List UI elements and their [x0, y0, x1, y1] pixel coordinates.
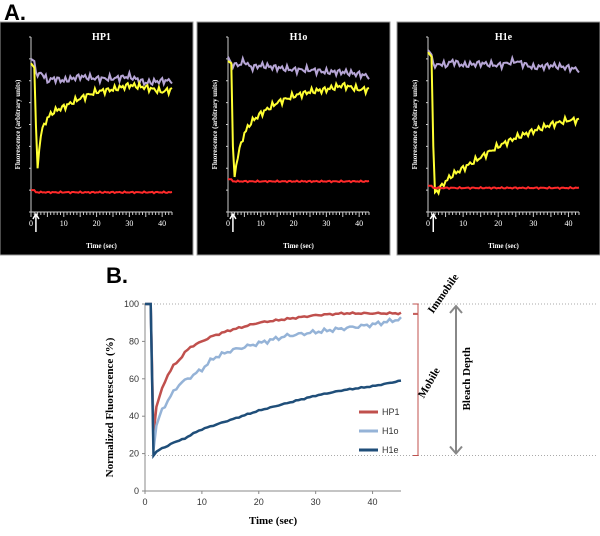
series-line-h1e: [145, 302, 402, 460]
panel-a-chart-h1o: H1o 0 10 20 30 40 Time (sec) Fluorescence (arbi…: [196, 21, 391, 256]
panel-label-a: A.: [4, 0, 26, 25]
series-line-2: [228, 178, 370, 184]
y-tick-label: 80: [129, 336, 139, 346]
y-tick-label: 40: [129, 411, 139, 421]
x-tick-label: 30: [529, 219, 537, 228]
x-tick-label: 20: [290, 219, 298, 228]
x-tick-label: 40: [368, 497, 378, 507]
series-line-1: [427, 51, 580, 196]
chart-title: H1o: [290, 32, 308, 43]
series-line-0: [227, 55, 370, 81]
x-tick-label: 10: [60, 219, 68, 228]
bleach-arrow-head-icon: [229, 212, 237, 220]
x-axis-label: Time (sec): [488, 242, 519, 250]
y-axis-label: Fluorescence (arbitrary units): [211, 79, 219, 169]
y-tick-label: 20: [129, 449, 139, 459]
legend-label: H1e: [382, 445, 399, 455]
series-line-h1o: [145, 302, 402, 451]
series-line-0: [427, 49, 580, 75]
bleach-depth-label: Bleach Depth: [461, 347, 473, 410]
bleach-arrow-head-icon: [32, 212, 40, 220]
x-tick-label: 10: [459, 219, 467, 228]
x-tick-label: 30: [125, 219, 133, 228]
panel-a: HP1 0 10 20 30 40 Time (sec) Fluorescence (arbi…: [0, 21, 600, 256]
series-line-1: [30, 62, 173, 169]
x-tick-label: 20: [254, 497, 264, 507]
mobile-bracket: [413, 313, 419, 456]
y-axis-label: Normalized Fluorescence (%): [104, 337, 116, 477]
series-line-0: [30, 58, 173, 88]
panel-a-chart-hp1: HP1 0 10 20 30 40 Time (sec) Fluorescence (arbi…: [0, 21, 194, 256]
mobile-label: Mobile: [416, 366, 443, 401]
chart-title: HP1: [92, 32, 111, 43]
x-tick-label: 10: [197, 497, 207, 507]
y-tick-label: 0: [134, 486, 139, 496]
x-tick-label: 40: [355, 219, 363, 228]
bleach-arrow-head-icon: [429, 212, 437, 220]
y-axis-label: Fluorescence (arbitrary units): [14, 79, 22, 169]
x-tick-label: 40: [564, 219, 572, 228]
panel-label-b: B.: [106, 263, 128, 288]
series-line-1: [227, 60, 370, 178]
x-axis-label: Time (sec): [249, 515, 298, 527]
panel-b: 0 20 40 60 80 100 0 10 20 30 40 Time (sec) Normalize…: [104, 272, 597, 527]
x-tick-label: 0: [142, 497, 147, 507]
x-tick-label: 0: [226, 219, 230, 228]
x-tick-label: 10: [257, 219, 265, 228]
arrow-head-up-icon: [449, 304, 463, 314]
x-tick-label: 20: [93, 219, 101, 228]
series-line-hp1: [145, 302, 402, 436]
chart-title: H1e: [495, 32, 513, 43]
x-tick-label: 30: [322, 219, 330, 228]
x-tick-label: 0: [29, 219, 33, 228]
arrow-head-down-icon: [449, 445, 463, 456]
legend-label: HP1: [382, 407, 400, 417]
y-axis-label: Fluorescence (arbitrary units): [411, 79, 419, 169]
x-tick-label: 40: [158, 219, 166, 228]
x-tick-label: 0: [426, 219, 430, 228]
legend-label: H1o: [382, 426, 399, 436]
x-tick-label: 20: [494, 219, 502, 228]
x-axis-label: Time (sec): [86, 242, 117, 250]
x-axis-label: Time (sec): [283, 242, 314, 250]
series-line-2: [31, 189, 173, 195]
y-tick-label: 100: [124, 299, 139, 309]
immobile-bracket: [413, 303, 419, 314]
series-line-2: [428, 184, 580, 191]
x-tick-label: 30: [311, 497, 321, 507]
y-tick-label: 60: [129, 374, 139, 384]
panel-a-chart-h1e: H1e 0 10 20 30 40 Time (sec) Fluorescence (arbi…: [396, 21, 600, 256]
